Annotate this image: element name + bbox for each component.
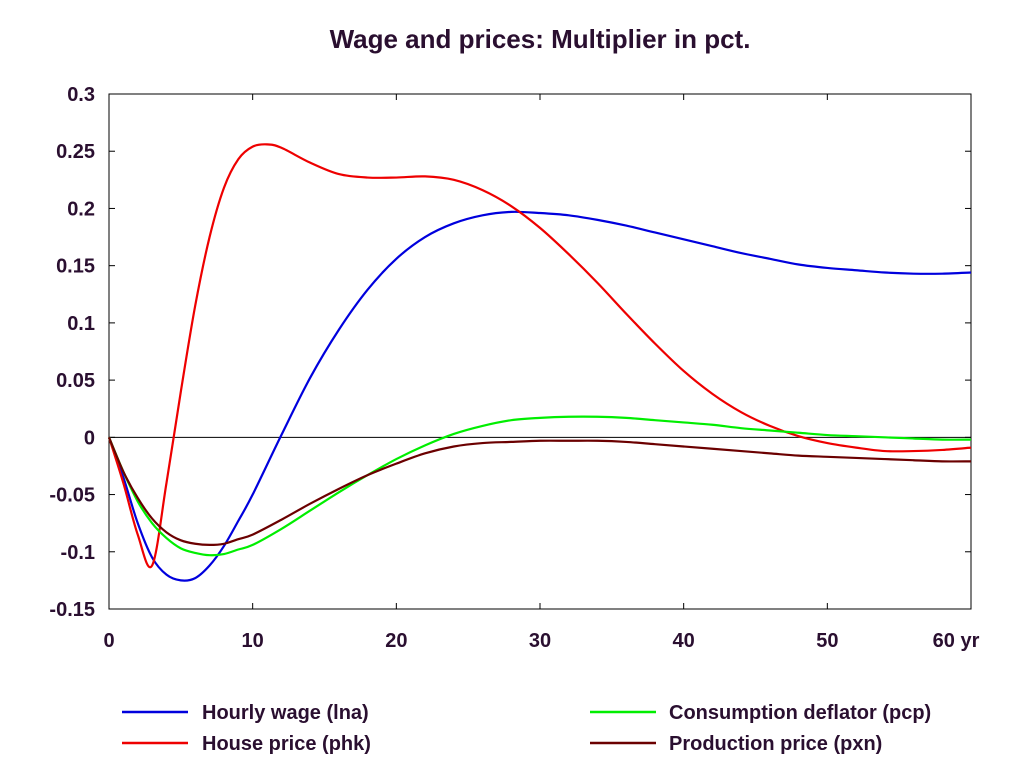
x-axis: 0 10 20 30 40 50 60 yr [103,94,980,652]
y-tick-label: -0.05 [49,485,95,507]
x-tick-label: 10 [242,630,264,652]
x-tick-label: 30 [529,630,551,652]
y-tick-label: 0.05 [56,370,95,392]
plot-border [108,93,972,610]
legend: Hourly wage (lna) House price (phk) Consum… [122,702,931,755]
y-tick-label: 0.15 [56,256,95,278]
legend-label: Production price (pxn) [669,733,882,755]
legend-label: Consumption deflator (pcp) [669,702,931,724]
y-tick-label: -0.1 [61,542,95,564]
series-line-0 [107,210,972,582]
y-axis: -0.15 -0.1 -0.05 0 0.05 0.1 0.15 0.2 0.25 0.3 [49,84,971,621]
x-tick-label: 40 [673,630,695,652]
chart-title: Wage and prices: Multiplier in pct. [330,24,751,54]
y-tick-label: 0 [84,427,95,449]
legend-label: House price (phk) [202,733,371,755]
y-tick-label: 0.1 [67,313,95,335]
plot-frame [108,93,972,610]
y-tick-label: 0.25 [56,141,95,163]
legend-label: Hourly wage (lna) [202,702,369,724]
series-line-2 [107,415,972,557]
x-tick-label: 60 yr [933,630,980,652]
series-line-3 [107,436,972,547]
y-tick-label: 0.3 [67,84,95,106]
y-tick-label: -0.15 [49,599,95,621]
series-lines [107,143,972,582]
x-tick-label: 0 [103,630,114,652]
series-line-1 [107,143,972,569]
x-tick-label: 50 [816,630,838,652]
y-tick-label: 0.2 [67,198,95,220]
x-tick-label: 20 [385,630,407,652]
